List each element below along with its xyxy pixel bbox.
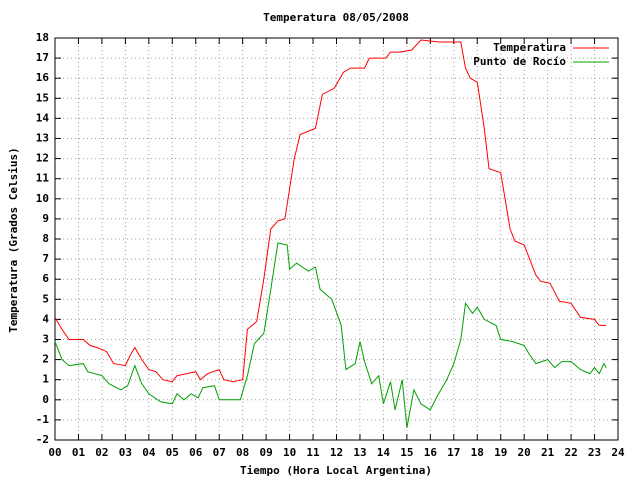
y-tick-label: 9 [42, 212, 49, 225]
x-tick-label: 13 [353, 446, 366, 459]
x-axis-label: Tiempo (Hora Local Argentina) [240, 464, 432, 477]
y-tick-label: 16 [36, 71, 50, 84]
x-tick-label: 24 [611, 446, 625, 459]
y-axis-label: Temperatura (Grados Celsius) [7, 147, 20, 332]
y-tick-label: 8 [42, 232, 49, 245]
y-tick-label: 18 [36, 31, 49, 44]
y-tick-label: 14 [36, 111, 50, 124]
y-tick-label: 13 [36, 132, 49, 145]
y-tick-label: -1 [36, 413, 50, 426]
x-tick-label: 19 [494, 446, 507, 459]
y-tick-label: 7 [42, 252, 49, 265]
x-tick-label: 18 [471, 446, 484, 459]
x-tick-label: 23 [588, 446, 601, 459]
series-line [54, 39, 607, 383]
x-tick-label: 08 [236, 446, 249, 459]
y-tick-label: 3 [42, 333, 49, 346]
y-tick-label: 6 [42, 272, 49, 285]
x-tick-label: 07 [213, 446, 226, 459]
x-tick-label: 04 [142, 446, 156, 459]
x-tick-label: 21 [541, 446, 555, 459]
x-tick-label: 11 [306, 446, 320, 459]
plot-frame [54, 37, 619, 441]
y-tick-label: 15 [36, 91, 49, 104]
x-tick-label: 20 [518, 446, 531, 459]
x-tick-label: 06 [189, 446, 203, 459]
y-tick-label: 11 [36, 172, 50, 185]
series-line [54, 242, 607, 428]
x-tick-label: 15 [400, 446, 413, 459]
x-tick-label: 01 [72, 446, 86, 459]
x-tick-label: 16 [424, 446, 438, 459]
y-tick-label: 10 [36, 192, 49, 205]
y-tick-label: 4 [42, 312, 49, 325]
y-tick-label: 12 [36, 152, 49, 165]
legend-label: Punto de Rocío [473, 55, 566, 68]
y-tick-label: 17 [36, 51, 49, 64]
x-tick-label: 09 [260, 446, 273, 459]
x-tick-label: 03 [119, 446, 132, 459]
x-tick-label: 17 [447, 446, 460, 459]
x-tick-label: 22 [564, 446, 577, 459]
x-tick-label: 10 [283, 446, 296, 459]
y-tick-label: 5 [42, 292, 49, 305]
y-tick-label: 0 [42, 393, 49, 406]
x-tick-label: 02 [95, 446, 108, 459]
y-tick-label: 2 [42, 353, 49, 366]
legend-label: Temperatura [493, 41, 566, 54]
x-tick-label: 14 [377, 446, 391, 459]
y-tick-label: -2 [36, 433, 49, 446]
y-tick-label: 1 [42, 373, 49, 386]
chart-title: Temperatura 08/05/2008 [263, 11, 409, 24]
x-tick-label: 12 [330, 446, 343, 459]
x-tick-label: 05 [166, 446, 179, 459]
x-tick-label: 00 [48, 446, 61, 459]
